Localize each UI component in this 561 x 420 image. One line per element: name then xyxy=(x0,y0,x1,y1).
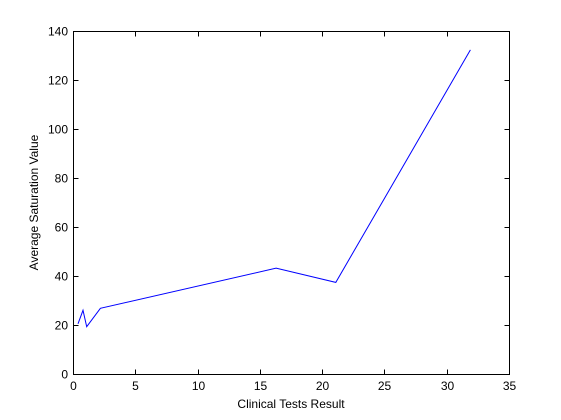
y-tick-label: 40 xyxy=(55,270,69,284)
series-layer xyxy=(77,48,472,328)
x-tick-label: 15 xyxy=(254,379,268,393)
data-point xyxy=(469,48,472,51)
y-tick-label: 80 xyxy=(55,172,69,186)
x-tick-label: 0 xyxy=(70,379,77,393)
x-tick-label: 5 xyxy=(132,379,139,393)
y-axis-label: Average Saturation Value xyxy=(27,134,41,270)
axes-box xyxy=(73,31,510,375)
series-line xyxy=(77,49,471,328)
data-point xyxy=(77,322,80,325)
data-point xyxy=(99,307,102,310)
y-tick-label: 100 xyxy=(48,123,68,137)
data-point xyxy=(82,309,85,312)
x-tick-label: 20 xyxy=(316,379,330,393)
x-axis-label: Clinical Tests Result xyxy=(237,397,345,411)
y-tick-label: 60 xyxy=(55,221,69,235)
data-point xyxy=(275,267,278,270)
x-axis: 0 5 10 15 20 25 30 35 xyxy=(70,31,517,393)
x-tick-label: 35 xyxy=(503,379,517,393)
x-tick-label: 10 xyxy=(192,379,206,393)
data-point xyxy=(334,281,337,284)
y-tick-label: 0 xyxy=(61,368,68,382)
y-tick-label: 120 xyxy=(48,74,68,88)
y-axis: 0 20 40 60 80 100 120 140 xyxy=(48,25,510,382)
data-point xyxy=(85,325,88,328)
y-tick-label: 20 xyxy=(55,319,69,333)
x-tick-label: 30 xyxy=(441,379,455,393)
x-tick-label: 25 xyxy=(378,379,392,393)
y-tick-label: 140 xyxy=(48,25,68,39)
